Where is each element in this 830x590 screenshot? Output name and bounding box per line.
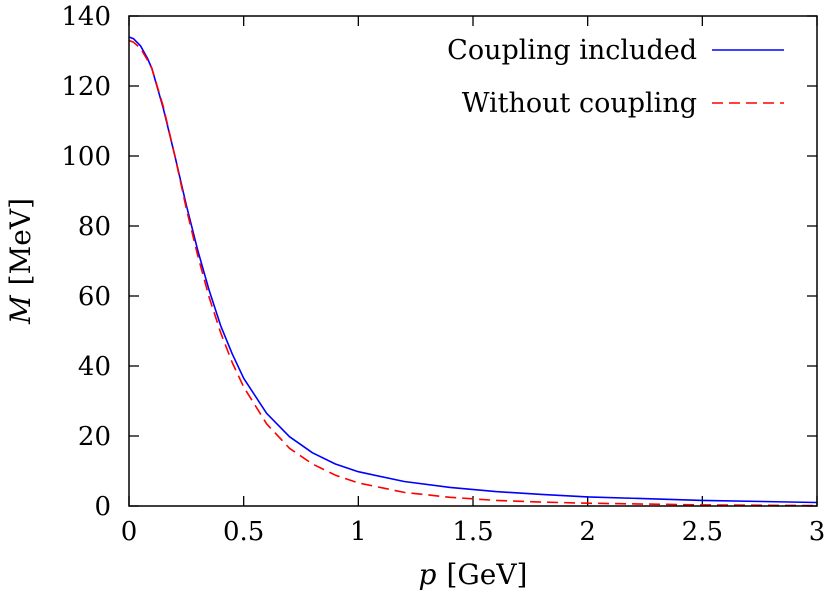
plot-frame xyxy=(128,15,818,507)
x-tick-label: 2.5 xyxy=(682,517,723,547)
y-axis-unit: [MeV] xyxy=(4,198,37,285)
legend-label-coupling-included: Coupling included xyxy=(447,35,697,66)
plot-series xyxy=(128,36,818,507)
y-tick-label: 120 xyxy=(61,72,111,102)
x-tick-label: 2 xyxy=(579,517,596,547)
y-tick-label: 80 xyxy=(78,212,111,242)
x-tick-label: 0 xyxy=(121,517,138,547)
y-tick-label: 60 xyxy=(78,282,111,312)
x-axis-symbol: p xyxy=(419,558,437,590)
x-tick-label: 1 xyxy=(350,517,367,547)
x-tick-label: 1.5 xyxy=(452,517,493,547)
y-tick-label: 20 xyxy=(78,422,111,452)
x-axis-label: p [GeV] xyxy=(419,558,528,590)
y-tick-label: 100 xyxy=(61,142,111,172)
legend: Coupling included Without coupling xyxy=(447,35,784,119)
y-axis-label: M [MeV] xyxy=(4,198,37,325)
series-line-without-coupling xyxy=(128,39,818,507)
axes: 0 0.5 1 1.5 2 2.5 3 0 20 40 60 80 100 120 140 xyxy=(61,2,825,547)
x-tick-label: 0.5 xyxy=(223,517,264,547)
y-axis-symbol: M xyxy=(4,294,37,325)
y-tick-label: 0 xyxy=(94,492,111,522)
x-axis-unit: [GeV] xyxy=(446,558,527,590)
legend-label-without-coupling: Without coupling xyxy=(462,88,697,119)
y-tick-label: 140 xyxy=(61,2,111,32)
y-tick-label: 40 xyxy=(78,352,111,382)
x-tick-label: 3 xyxy=(809,517,826,547)
